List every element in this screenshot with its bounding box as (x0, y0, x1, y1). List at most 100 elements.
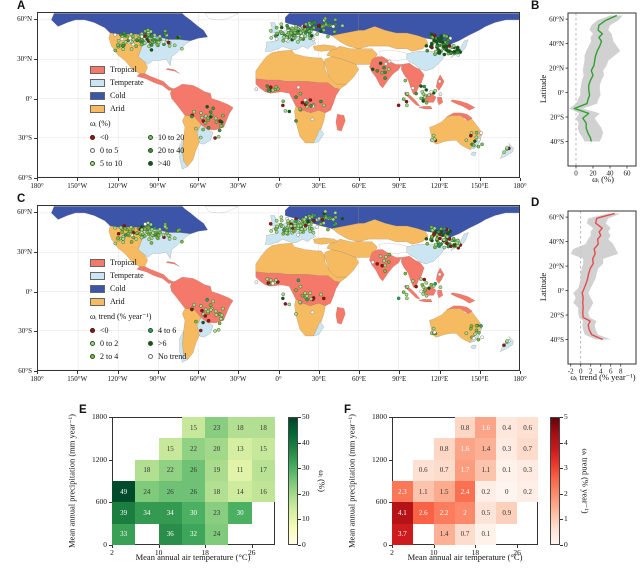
site-dot (429, 282, 434, 287)
heatmap-cell: 1.4 (433, 523, 455, 545)
site-dot (149, 48, 154, 52)
land-polygon-temperate (179, 330, 188, 363)
site-dot (303, 30, 308, 35)
dot-legend-marker (148, 341, 153, 346)
legend-zone-temperate: Temperate (90, 76, 184, 89)
site-dot (320, 217, 325, 222)
site-dot (269, 229, 274, 233)
site-dot (150, 227, 154, 232)
site-dot (254, 280, 259, 284)
site-dot (283, 302, 288, 306)
site-dot (469, 133, 473, 138)
site-dot (298, 37, 303, 41)
site-dot (420, 283, 425, 287)
heatmap-cell: 2.2 (433, 502, 455, 524)
site-dot (315, 225, 320, 229)
y-tick-label: 60°N (549, 214, 564, 222)
site-dot (294, 119, 298, 123)
site-dot (128, 229, 132, 234)
map-x-tick-label: 90°E (392, 182, 407, 190)
site-dot (429, 32, 434, 36)
dot-legend-marker (148, 148, 153, 153)
site-dot (309, 297, 313, 301)
dot-legend-item: 20 to 40 (148, 144, 184, 157)
dot-legend-item: No trend (148, 350, 186, 363)
site-dot (296, 278, 301, 283)
site-dot (274, 37, 279, 41)
site-dot (323, 16, 328, 21)
dot-legend-item: >6 (148, 337, 186, 350)
site-dot (131, 37, 136, 42)
site-dot (451, 236, 456, 241)
site-dot (303, 227, 308, 231)
site-dot (451, 43, 456, 48)
site-dot (151, 231, 155, 235)
site-dot (333, 22, 338, 27)
heatmap-cell: 0.2 (517, 481, 538, 503)
map-x-tick-label: 30°E (311, 182, 326, 190)
site-dot (284, 231, 289, 235)
site-dot (266, 281, 271, 285)
site-dot (281, 99, 286, 104)
site-dot (298, 300, 302, 304)
site-dots (113, 16, 511, 154)
site-dot (121, 240, 126, 244)
site-dot (221, 306, 225, 311)
heatmap-cell: 23 (205, 417, 229, 439)
site-dot (208, 110, 213, 114)
map-x-tick-label: 0° (275, 182, 282, 190)
map-y-tick-label: 60°S (18, 174, 32, 182)
site-dot (180, 46, 184, 51)
site-dot (305, 294, 309, 298)
land-polygon-tropical (335, 306, 346, 325)
site-dot (116, 231, 121, 236)
site-dot (380, 263, 385, 268)
site-dot (424, 237, 429, 241)
legend-zone-label: Temperate (110, 271, 144, 280)
land-polygon-arid (312, 44, 338, 52)
site-dot (323, 209, 328, 214)
dot-legend-item: 2 to 4 (90, 350, 148, 363)
site-dot (401, 290, 406, 294)
site-dot (121, 47, 126, 51)
site-dot (455, 240, 459, 245)
map-x-tick-label: 120°E (430, 375, 449, 383)
site-dot (146, 32, 151, 37)
legend-zone-temperate: Temperate (90, 269, 186, 282)
site-dot (411, 279, 415, 283)
site-dot (449, 51, 453, 56)
site-dot (201, 320, 205, 325)
site-dot (129, 225, 133, 230)
site-dot (311, 37, 316, 42)
site-dot (308, 98, 313, 102)
heatmap-cell: 22 (181, 438, 206, 460)
site-dot (477, 330, 481, 335)
dot-legend-item: 0 to 5 (90, 144, 148, 157)
profile-chart-canvas: -2 0 2 4 6 8 60°N 40°N 20°N 0° 20°S 40°S (549, 210, 637, 376)
x-tick-label: 0 (574, 170, 578, 178)
site-dot (213, 309, 218, 314)
site-dot (198, 135, 203, 140)
dot-legend-item: 4 to 6 (148, 324, 186, 337)
site-dot (446, 38, 451, 43)
colorbar-tick-label: 5 (564, 412, 568, 421)
site-dot (473, 332, 477, 336)
land-polygon-tropical (401, 255, 425, 288)
site-dot (477, 137, 481, 142)
site-dot (176, 35, 180, 40)
site-dot (151, 38, 155, 42)
site-dot (145, 37, 149, 41)
site-dot (113, 33, 117, 37)
b-ylabel: Latitude (538, 74, 548, 104)
site-dot (326, 34, 330, 39)
y-tick-label: 20°S (550, 311, 564, 319)
site-dot (219, 317, 223, 321)
site-dot (293, 223, 297, 228)
site-dot (383, 263, 387, 268)
colorbar-tick-label: 2 (564, 488, 568, 498)
legend-zone-tropical: Tropical (90, 63, 184, 76)
site-dot (194, 319, 198, 324)
y-tick-label: 40°N (549, 40, 564, 48)
site-dot (424, 100, 429, 105)
heatmap-cell: 26 (181, 481, 206, 503)
